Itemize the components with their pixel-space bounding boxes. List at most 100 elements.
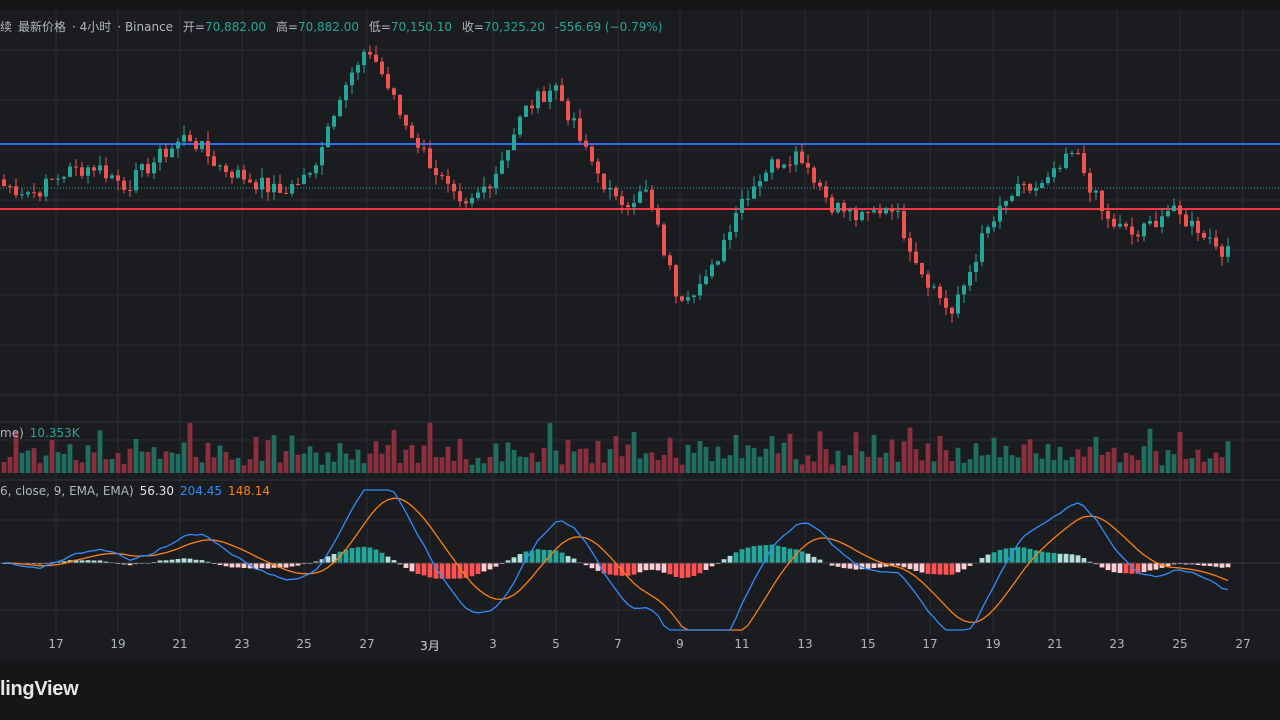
candle-body xyxy=(704,276,708,285)
macd-histogram-bar xyxy=(631,563,637,575)
candle-body xyxy=(344,85,348,101)
volume-bar xyxy=(295,454,301,473)
volume-bar xyxy=(589,463,595,473)
macd-histogram-bar xyxy=(601,563,607,574)
candle-body xyxy=(92,167,96,171)
volume-bar xyxy=(931,461,937,473)
macd-histogram-bar xyxy=(319,559,325,563)
volume-bar xyxy=(733,434,739,473)
candle-body xyxy=(572,118,576,121)
candle-body xyxy=(740,198,744,213)
volume-bar xyxy=(43,455,49,473)
volume-bar xyxy=(403,449,409,473)
volume-bar xyxy=(1093,436,1099,473)
candle-body xyxy=(536,91,540,109)
candle-body xyxy=(1214,237,1218,247)
candle-body xyxy=(1202,232,1206,238)
candle-body xyxy=(560,85,564,102)
volume-bar xyxy=(907,427,913,473)
volume-bar xyxy=(229,459,235,473)
chart-area[interactable] xyxy=(0,10,1280,660)
candle-body xyxy=(668,255,672,266)
macd-histogram-bar xyxy=(937,563,943,575)
volume-bar xyxy=(409,445,415,473)
volume-bar xyxy=(973,443,979,473)
open-value: 70,882.00 xyxy=(204,20,267,34)
macd-histogram-bar xyxy=(1225,563,1231,568)
volume-bar xyxy=(487,456,493,473)
volume-bar xyxy=(1213,452,1219,473)
macd-histogram-bar xyxy=(493,563,499,567)
volume-bar xyxy=(739,458,745,473)
candle-body xyxy=(854,209,858,221)
volume-bar xyxy=(1225,441,1231,473)
macd-histogram-bar xyxy=(895,563,901,566)
candle-body xyxy=(140,164,144,171)
volume-bar xyxy=(559,464,565,473)
volume-bar xyxy=(1165,450,1171,473)
volume-bar xyxy=(865,456,871,473)
volume-bar xyxy=(763,448,769,473)
macd-histogram-bar xyxy=(427,563,433,578)
volume-bar xyxy=(151,447,157,473)
volume-bar xyxy=(601,462,607,473)
macd-histogram-bar xyxy=(835,563,841,567)
volume-bar xyxy=(1207,458,1213,473)
candle-body xyxy=(506,150,510,161)
volume-bar xyxy=(1039,458,1045,473)
macd-histogram-bar xyxy=(811,556,817,563)
candle-body xyxy=(1142,223,1146,237)
x-tick-label: 5 xyxy=(552,637,560,651)
chart-svg[interactable] xyxy=(0,10,1280,660)
macd-histogram-bar xyxy=(739,549,745,563)
volume-bar xyxy=(265,440,271,473)
volume-bar xyxy=(511,450,517,473)
macd-histogram-bar xyxy=(97,560,103,563)
macd-histogram-bar xyxy=(517,554,523,563)
volume-bar xyxy=(1027,439,1033,473)
volume-bar xyxy=(685,444,691,473)
volume-bar xyxy=(445,446,451,473)
candle-body xyxy=(440,175,444,177)
candle-body xyxy=(1130,226,1134,235)
candle-body xyxy=(1016,183,1020,197)
x-tick-label: 17 xyxy=(922,637,938,651)
volume-bar xyxy=(1075,449,1081,473)
volume-bar xyxy=(961,462,967,473)
macd-histogram-bar xyxy=(439,563,445,579)
candle-body xyxy=(308,173,312,175)
volume-bar xyxy=(697,440,703,473)
macd-histogram-bar xyxy=(607,563,613,575)
candle-body xyxy=(320,147,324,166)
macd-histogram-bar xyxy=(1141,563,1147,573)
volume-bar xyxy=(31,448,37,473)
macd-histogram-bar xyxy=(523,551,529,563)
volume-bar xyxy=(235,457,241,473)
volume-name: me) xyxy=(0,426,24,440)
macd-params: 6, close, 9, EMA, EMA) xyxy=(0,484,134,498)
macd-histogram-bar xyxy=(793,549,799,563)
candle-body xyxy=(44,178,48,197)
volume-bar xyxy=(709,461,715,473)
volume-bar xyxy=(745,445,751,473)
symbol-tail: 续 xyxy=(0,20,13,34)
candle-body xyxy=(1118,223,1122,227)
macd-histogram-bar xyxy=(817,559,823,563)
macd-histogram-bar xyxy=(943,563,949,575)
macd-histogram-bar xyxy=(709,563,715,567)
volume-bar xyxy=(847,455,853,473)
high-value: 70,882.00 xyxy=(297,20,360,34)
macd-histogram-bar xyxy=(727,555,733,563)
candle-body xyxy=(884,208,888,214)
macd-signal-value: 148.14 xyxy=(228,484,271,498)
macd-histogram-bar xyxy=(769,544,775,563)
macd-histogram-bar xyxy=(961,563,967,570)
macd-histogram-bar xyxy=(661,563,667,573)
volume-bar xyxy=(583,448,589,473)
volume-bar xyxy=(853,432,859,473)
x-tick-label: 11 xyxy=(734,637,750,651)
candle-body xyxy=(8,186,12,188)
macd-histogram-bar xyxy=(31,563,37,565)
candle-body xyxy=(758,181,762,187)
macd-histogram-bar xyxy=(103,561,109,563)
